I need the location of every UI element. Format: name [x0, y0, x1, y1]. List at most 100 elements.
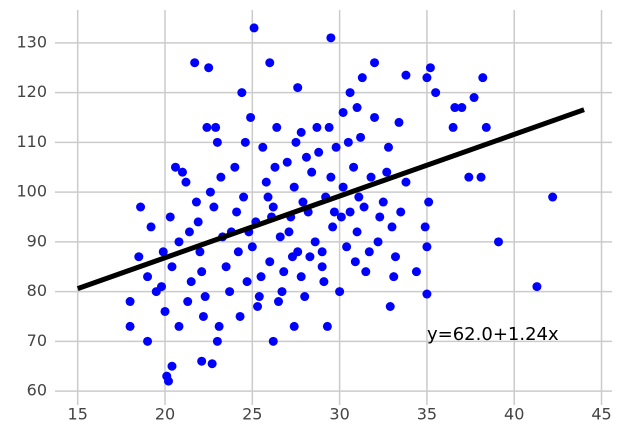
scatter-point: [230, 162, 240, 172]
scatter-point: [205, 187, 215, 197]
scatter-point: [481, 122, 491, 132]
scatter-point: [378, 197, 388, 207]
scatter-point: [394, 117, 404, 127]
scatter-point: [366, 172, 376, 182]
scatter-point: [328, 222, 338, 232]
scatter-point: [287, 252, 297, 262]
scatter-point: [338, 107, 348, 117]
x-tick-label: 25: [242, 405, 262, 424]
scatter-point: [282, 157, 292, 167]
scatter-point: [289, 321, 299, 331]
scatter-point: [212, 336, 222, 346]
scatter-point: [431, 88, 441, 98]
scatter-point: [354, 192, 364, 202]
scatter-point: [352, 103, 362, 113]
scatter-point: [193, 217, 203, 227]
scatter-point: [317, 247, 327, 257]
scatter-point: [198, 311, 208, 321]
scatter-point: [331, 142, 341, 152]
scatter-point: [494, 237, 504, 247]
scatter-point: [425, 63, 435, 73]
x-tick-label: 30: [329, 405, 349, 424]
scatter-point: [289, 182, 299, 192]
scatter-point: [300, 292, 310, 302]
scatter-point: [326, 33, 336, 43]
scatter-point: [314, 147, 324, 157]
scatter-point: [258, 142, 268, 152]
scatter-point: [310, 237, 320, 247]
scatter-point: [143, 272, 153, 282]
y-tick-label: 60: [27, 381, 47, 400]
scatter-point: [157, 282, 167, 292]
scatter-point: [136, 202, 146, 212]
scatter-point: [125, 297, 135, 307]
scatter-point: [319, 277, 329, 287]
scatter-point: [401, 70, 411, 80]
scatter-point: [233, 247, 243, 257]
scatter-point: [209, 202, 219, 212]
scatter-point: [200, 292, 210, 302]
scatter-point: [272, 122, 282, 132]
scatter-point: [448, 122, 458, 132]
y-tick-label: 90: [27, 231, 47, 250]
scatter-point: [450, 103, 460, 113]
scatter-point: [317, 262, 327, 272]
scatter-point: [273, 297, 283, 307]
scatter-point: [298, 197, 308, 207]
scatter-point: [305, 252, 315, 262]
scatter-point: [361, 267, 371, 277]
scatter-point: [225, 287, 235, 297]
scatter-point: [195, 247, 205, 257]
scatter-point: [261, 177, 271, 187]
scatter-point: [216, 172, 226, 182]
scatter-point: [146, 222, 156, 232]
scatter-point: [307, 167, 317, 177]
scatter-point: [464, 172, 474, 182]
scatter-point: [184, 227, 194, 237]
scatter-point: [204, 63, 214, 73]
scatter-point: [232, 207, 242, 217]
y-tick-label: 130: [16, 32, 47, 51]
scatter-point: [237, 88, 247, 98]
scatter-point: [385, 301, 395, 311]
scatter-point: [160, 306, 170, 316]
scatter-point: [239, 192, 249, 202]
scatter-point: [247, 242, 257, 252]
scatter-point: [191, 197, 201, 207]
scatter-point: [352, 227, 362, 237]
scatter-point: [165, 212, 175, 222]
scatter-point: [301, 152, 311, 162]
scatter-point: [422, 242, 432, 252]
scatter-point: [265, 257, 275, 267]
scatter-point: [422, 73, 432, 83]
x-tick-label: 20: [155, 405, 175, 424]
scatter-point: [249, 23, 259, 33]
scatter-point: [158, 247, 168, 257]
y-tick-label: 110: [16, 132, 47, 151]
scatter-point: [170, 162, 180, 172]
scatter-point: [478, 73, 488, 83]
scatter-point: [211, 122, 221, 132]
scatter-point: [345, 207, 355, 217]
scatter-point: [345, 88, 355, 98]
scatter-point: [326, 172, 336, 182]
scatter-point: [359, 202, 369, 212]
scatter-point: [350, 257, 360, 267]
scatter-point: [177, 167, 187, 177]
x-tick-label: 40: [504, 405, 524, 424]
scatter-point: [270, 162, 280, 172]
scatter-point: [197, 267, 207, 277]
scatter-point: [212, 137, 222, 147]
scatter-point: [296, 272, 306, 282]
y-tick-label: 100: [16, 182, 47, 201]
scatter-point: [370, 58, 380, 68]
scatter-point: [396, 207, 406, 217]
y-tick-label: 80: [27, 281, 47, 300]
scatter-point: [375, 212, 385, 222]
scatter-point: [242, 277, 252, 287]
scatter-point: [221, 262, 231, 272]
scatter-point: [214, 321, 224, 331]
scatter-point: [373, 237, 383, 247]
x-tick-label: 45: [591, 405, 611, 424]
scatter-point: [163, 376, 173, 386]
